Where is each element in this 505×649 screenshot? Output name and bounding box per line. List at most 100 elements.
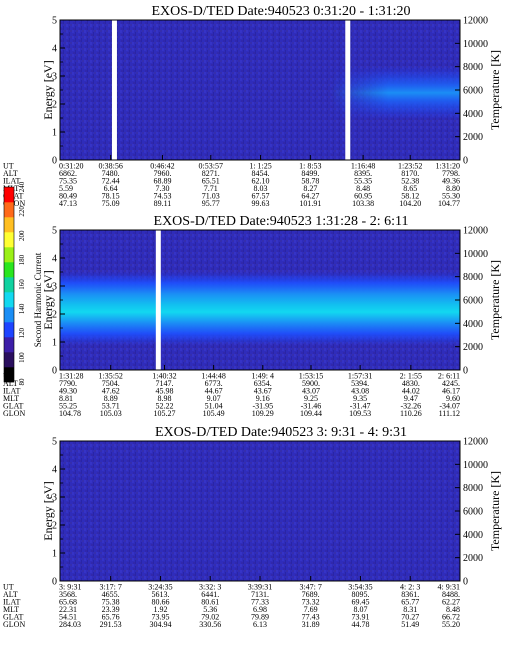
panel-1-cell: 8271.	[202, 169, 220, 178]
panel-2-data-gap	[155, 230, 161, 370]
panel-3-cell: 80.66	[151, 598, 169, 607]
panel-2-cell: 4830.	[402, 379, 420, 388]
panel-2-cell: 9.16	[256, 394, 270, 403]
panel-3-cell: 23.39	[102, 605, 120, 614]
panel-3-cell: 75.38	[102, 598, 120, 607]
panel-1-cell: 7480.	[102, 169, 120, 178]
panel-1-cell: 8.27	[303, 184, 317, 193]
panel-2-cell: 7504.	[102, 379, 120, 388]
panel-2-cell: 104.78	[59, 409, 81, 418]
colorbar-block	[4, 247, 14, 263]
panel-2-cell: 46.17	[442, 387, 460, 396]
panel-2-cell: 1:40:32	[152, 372, 176, 381]
panel-3-cell: 1.92	[153, 605, 167, 614]
panel-3-cell: 3:39:31	[248, 583, 272, 592]
panel-3-row-label: ALT	[3, 590, 18, 599]
panel-3-cell: 6.13	[253, 620, 267, 629]
panel-1-marks	[111, 20, 460, 160]
colorbar-tick-label: 240	[18, 181, 26, 192]
panel-3-cell: 77.33	[251, 598, 269, 607]
panel-2-table: UT1:31:281:35:521:40:321:44:481:49: 41:5…	[3, 372, 460, 419]
panel-1-y2tick-label: 8000	[463, 62, 483, 73]
panel-1-ytick-label: 4	[52, 44, 57, 55]
panel-3-cell: 8488.	[442, 590, 460, 599]
panel-2-y2tick-label: 2000	[463, 342, 483, 353]
colorbar-blocks	[4, 187, 14, 383]
panel-1-cell: 1:23:52	[398, 162, 422, 171]
panel-2-cell: 52.22	[155, 402, 173, 411]
panel-1-cell: 8.65	[403, 184, 417, 193]
panel-3-cell: 3:17: 7	[99, 583, 121, 592]
panel-3-cell: 65.76	[102, 613, 120, 622]
panel-3-ytick-label: 3	[52, 493, 57, 504]
panel-2-y2tick-label: 8000	[463, 272, 483, 283]
panel-3-cell: 79.89	[251, 613, 269, 622]
panel-2-cell: 9.07	[207, 394, 221, 403]
panel-2-y2tick-label: 4000	[463, 319, 483, 330]
panel-1-cell: 8395.	[354, 169, 372, 178]
panel-3-cell: 70.27	[401, 613, 419, 622]
panel-3-y2label: Temperature [K]	[488, 471, 502, 551]
panel-2-cell: 5900.	[302, 379, 320, 388]
panel-2-ytick-label: 4	[52, 254, 57, 265]
panel-1-cell: 7960.	[153, 169, 171, 178]
colorbar-tick-label: 200	[18, 230, 26, 241]
panel-2-row-label: MLT	[3, 394, 19, 403]
panel-3-cell: 6441.	[201, 590, 219, 599]
panel-1-row-label: ALT	[3, 169, 18, 178]
colorbar-ticks: 80 100 120 140 160 180 200 220 240	[18, 181, 26, 385]
panel-1-ytick-label: 3	[52, 72, 57, 83]
panel-2-cell: 9.60	[446, 394, 460, 403]
panel-3-cell: 55.20	[442, 620, 460, 629]
panel-3-y2tick-label: 12000	[463, 437, 488, 448]
panel-2-cell: 9.47	[404, 394, 418, 403]
panel-1-cell: 62.10	[252, 177, 270, 186]
panel-1-data-gap	[345, 20, 351, 160]
panel-3-cell: 4: 9:31	[438, 583, 460, 592]
panel-2-cell: 111.12	[439, 409, 460, 418]
panel-1-ylabel: Energy [eV]	[41, 60, 55, 119]
panel-2-y2tick-label: 0	[463, 366, 468, 377]
panel-2-cell: 51.04	[205, 402, 223, 411]
panel-3: EXOS-D/TED Date:940523 3: 9:31 - 4: 9:31…	[3, 425, 502, 629]
panel-1-ytick-label: 1	[52, 128, 57, 139]
panel-1-cell: 6862.	[59, 169, 77, 178]
panel-3-cell: 3568.	[59, 590, 77, 599]
panel-2-cell: 5394.	[351, 379, 369, 388]
colorbar-tick-label: 180	[18, 254, 26, 265]
panel-3-cell: 77.43	[302, 613, 320, 622]
panel-3-cell: 69.45	[351, 598, 369, 607]
panel-3-cell: 54.51	[59, 613, 77, 622]
panel-3-cell: 8.07	[353, 605, 367, 614]
panel-3-cell: 73.91	[351, 613, 369, 622]
colorbar-tick-label: 220	[18, 206, 26, 217]
panel-2-cell: 8.81	[59, 394, 73, 403]
panel-2-row-label: GLON	[3, 409, 25, 418]
panel-1-cell: 0:53:57	[199, 162, 223, 171]
panel-3-row-label: ILAT	[3, 598, 20, 607]
panel-1-y2tick-label: 10000	[463, 39, 488, 50]
panel-3-cell: 291.53	[100, 620, 122, 629]
panel-1-cell: 8.03	[254, 184, 268, 193]
panel-3-ytick-label: 4	[52, 465, 57, 476]
panel-2-cell: 1:35:52	[98, 372, 122, 381]
panel-3-cell: 8095.	[351, 590, 369, 599]
panel-2-cell: 1:44:48	[201, 372, 225, 381]
panel-1-row-label: ILAT	[3, 177, 20, 186]
panel-3-ytick-label: 0	[52, 577, 57, 588]
panel-1-cell: 71.03	[202, 192, 220, 201]
panel-3-y2tick-label: 2000	[463, 553, 483, 564]
panel-3-cell: 4: 2: 3	[400, 583, 420, 592]
panel-2-cell: 1:53:15	[299, 372, 323, 381]
panel-2-cell: 49.30	[59, 387, 77, 396]
panel-2-cell: 2: 6:11	[438, 372, 460, 381]
panel-1-cell: 52.38	[401, 177, 419, 186]
panel-1: EXOS-D/TED Date:940523 0:31:20 - 1:31:20…	[3, 4, 502, 208]
panel-2-ytick-label: 3	[52, 282, 57, 293]
panel-1-cell: 49.36	[442, 177, 460, 186]
panel-2-ytick-label: 0	[52, 366, 57, 377]
panel-1-cell: 65.51	[202, 177, 220, 186]
panel-1-cell: 72.44	[102, 177, 120, 186]
panel-2-y2tick-label: 6000	[463, 296, 483, 307]
